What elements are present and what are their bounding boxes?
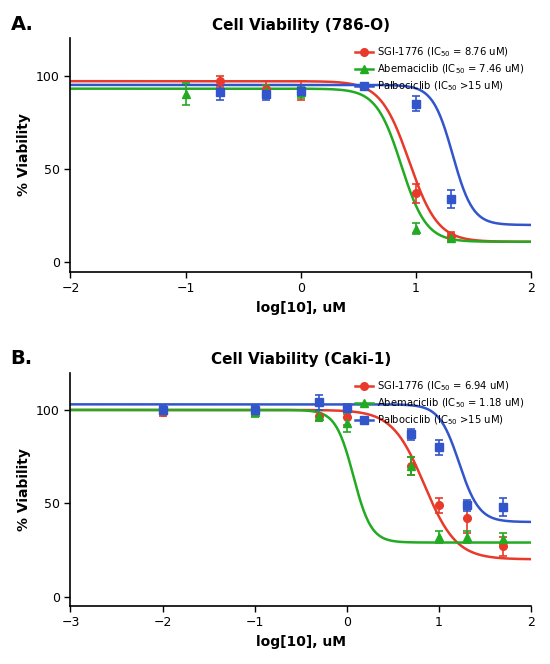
Title: Cell Viability (786-O): Cell Viability (786-O) [212, 18, 390, 33]
Title: Cell Viability (Caki-1): Cell Viability (Caki-1) [211, 353, 391, 367]
Text: B.: B. [10, 349, 32, 369]
Text: A.: A. [10, 15, 34, 34]
Legend: SGI-1776 (IC$_{50}$ = 6.94 uM), Abemaciclib (IC$_{50}$ = 1.18 uM), Palbociclib (: SGI-1776 (IC$_{50}$ = 6.94 uM), Abemacic… [353, 378, 526, 430]
Y-axis label: % Viability: % Viability [16, 448, 31, 531]
Legend: SGI-1776 (IC$_{50}$ = 8.76 uM), Abemaciclib (IC$_{50}$ = 7.46 uM), Palbociclib (: SGI-1776 (IC$_{50}$ = 8.76 uM), Abemacic… [353, 43, 526, 95]
Y-axis label: % Viability: % Viability [16, 114, 31, 197]
X-axis label: log[10], uM: log[10], uM [256, 635, 346, 649]
X-axis label: log[10], uM: log[10], uM [256, 301, 346, 315]
